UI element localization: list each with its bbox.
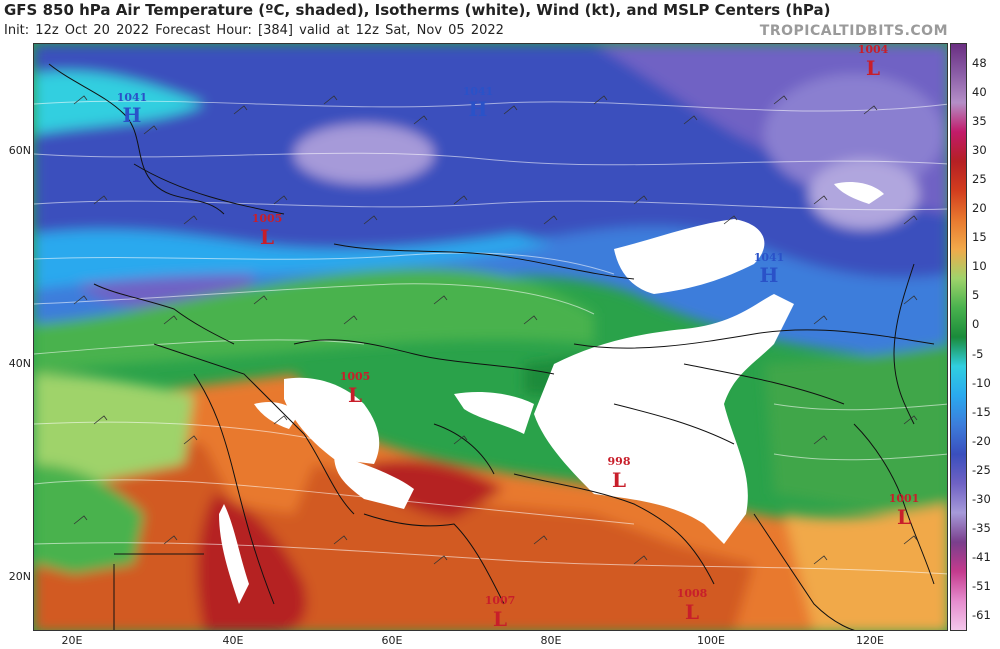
low-center-1: 1004 L [858,44,889,80]
high-center-3: 1041 H [754,251,785,287]
colorbar-tick-label: -51 [972,578,991,593]
colorbar-tick-label: 48 [972,56,987,70]
colorbar-tick-label: -20 [972,433,991,448]
lon-label: 60E [381,634,403,647]
colorbar-tick-label: 35 [972,114,987,129]
center-value: 1004 [858,44,889,56]
lon-label: 80E [540,634,562,647]
colorbar-tick-label: 20 [972,201,987,216]
coastlines [48,63,935,630]
center-symbol: H [469,97,488,121]
colorbar-tick-label: -30 [972,491,991,506]
lon-label: 120E [856,634,884,647]
lon-label: 100E [697,634,725,647]
wind-barbs [73,95,918,565]
center-symbol: L [260,225,274,249]
lat-label: 60N [8,144,31,157]
lon-label: 40E [222,634,244,647]
colorbar-tick-label: 0 [972,317,980,332]
center-value: 1007 [485,594,516,607]
low-center-2: 1005 L [252,212,283,249]
high-center-1: 1041 H [117,91,148,127]
colorbar-tick-label: 15 [972,230,987,245]
map-panel: 1041 H 1041 H 1004 L 1005 L 1041 H 1005 … [33,43,948,631]
colorbar-tick-label: 40 [972,85,987,100]
credit-text: TROPICALTIDBITS.COM [759,23,948,39]
center-symbol: L [612,468,626,492]
center-symbol: L [897,505,911,529]
low-center-4: 998 L [608,455,631,492]
map-title: GFS 850 hPa Air Temperature (ºC, shaded)… [4,1,831,19]
low-center-6: 1007 L [485,594,516,631]
colorbar-tick-label: -15 [972,404,991,419]
center-value: 1041 [117,91,148,104]
center-symbol: L [348,383,362,407]
isotherm-lines [34,100,947,575]
center-value: 998 [608,455,631,468]
center-value: 1041 [754,251,785,264]
lon-label: 20E [61,634,83,647]
center-symbol: L [685,600,699,624]
colorbar-tick-label: -10 [972,375,991,390]
terrain-mask [219,182,884,604]
colorbar-tick-label: 30 [972,143,987,158]
low-center-7: 1008 L [677,587,708,624]
center-symbol: L [493,607,507,631]
colorbar-tick-label: 25 [972,172,987,187]
center-symbol: H [760,263,779,287]
map-subtitle: Init: 12z Oct 20 2022 Forecast Hour: [38… [4,23,504,38]
colorbar-tick-label: -35 [972,520,991,535]
high-center-2: 1041 H [463,85,494,121]
center-symbol: H [123,103,142,127]
center-value: 1008 [677,587,708,600]
map-canvas: 1041 H 1041 H 1004 L 1005 L 1041 H 1005 … [34,44,947,631]
colorbar-tick-label: -25 [972,462,991,477]
center-value: 1005 [340,370,371,383]
lat-label: 20N [8,570,31,583]
center-value: 1005 [252,212,283,225]
center-symbol: L [866,56,880,80]
temperature-field [34,44,947,630]
center-value: 1001 [889,492,920,505]
lat-label: 40N [8,357,31,370]
colorbar-tick-label: -61 [972,608,991,622]
low-center-3: 1005 L [340,370,371,407]
center-value: 1041 [463,85,494,98]
temperature-colorbar [950,43,967,631]
colorbar-tick-label: -41 [972,549,991,564]
colorbar-tick-label: 10 [972,259,987,274]
colorbar-tick-label: -5 [972,346,984,361]
low-center-5: 1001 L [889,492,920,529]
pressure-centers: 1041 H 1041 H 1004 L 1005 L 1041 H 1005 … [117,44,920,631]
colorbar-tick-label: 5 [972,288,980,303]
